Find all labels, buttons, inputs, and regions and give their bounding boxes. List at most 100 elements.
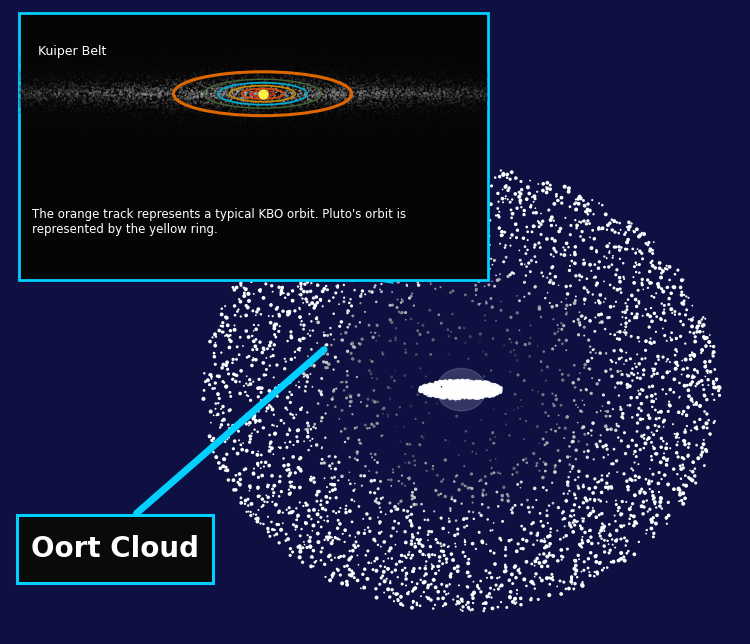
Point xyxy=(186,57,198,67)
Point xyxy=(446,109,458,119)
Point xyxy=(131,141,143,151)
Point xyxy=(141,91,153,102)
Point xyxy=(373,86,385,97)
Point xyxy=(628,449,640,459)
Point xyxy=(196,87,208,97)
Point xyxy=(24,88,36,99)
Point xyxy=(161,99,173,109)
Point xyxy=(389,335,401,345)
Point xyxy=(351,122,363,133)
Point xyxy=(187,84,199,95)
Point xyxy=(113,95,125,106)
Point xyxy=(91,107,103,117)
Point xyxy=(19,70,31,80)
Point xyxy=(404,274,416,285)
Point xyxy=(211,57,223,68)
Point xyxy=(312,399,324,409)
Point xyxy=(265,99,277,109)
Point xyxy=(172,68,184,79)
Point xyxy=(306,38,318,48)
Point xyxy=(328,97,340,108)
Point xyxy=(232,24,244,35)
Point xyxy=(465,96,477,106)
Point xyxy=(176,66,188,77)
Point xyxy=(178,142,190,153)
Point xyxy=(368,106,380,117)
Point xyxy=(50,118,62,128)
Point xyxy=(644,278,656,288)
Point xyxy=(452,96,464,106)
Point xyxy=(619,428,631,438)
Point xyxy=(402,473,414,484)
Point xyxy=(442,588,454,598)
Point xyxy=(698,460,710,471)
Point xyxy=(115,124,127,135)
Point xyxy=(253,95,265,105)
Point xyxy=(27,103,39,113)
Point xyxy=(219,84,231,95)
Point xyxy=(353,80,365,91)
Point xyxy=(187,74,199,84)
Point xyxy=(149,104,161,114)
Point xyxy=(188,88,200,99)
Point xyxy=(320,90,332,100)
Point xyxy=(376,49,388,59)
Point xyxy=(398,99,410,109)
Point xyxy=(288,95,300,105)
Point xyxy=(632,244,644,254)
Point xyxy=(246,80,258,90)
Point xyxy=(280,77,292,87)
Point xyxy=(494,383,506,393)
Point xyxy=(477,91,489,102)
Point xyxy=(476,78,488,88)
Point xyxy=(73,103,85,113)
Point xyxy=(239,498,251,509)
Point xyxy=(206,118,218,129)
Point xyxy=(270,500,282,510)
Point xyxy=(82,71,94,81)
Point xyxy=(461,79,473,89)
Point xyxy=(64,93,76,104)
Point xyxy=(296,43,307,53)
Point xyxy=(39,83,51,93)
Point xyxy=(356,86,368,96)
Point xyxy=(286,332,298,343)
Point xyxy=(60,92,72,102)
Point xyxy=(20,60,32,70)
Point xyxy=(13,82,25,93)
Point xyxy=(17,85,29,95)
Point xyxy=(391,59,403,70)
Point xyxy=(254,285,266,295)
Point xyxy=(472,102,484,113)
Point xyxy=(660,459,672,469)
Point xyxy=(476,89,488,99)
Point xyxy=(478,378,490,388)
Point xyxy=(219,108,231,118)
Point xyxy=(343,81,355,91)
Point xyxy=(42,62,54,72)
Point xyxy=(566,256,578,266)
Point xyxy=(57,61,69,71)
Point xyxy=(217,94,229,104)
Point xyxy=(341,104,353,115)
Point xyxy=(49,52,61,62)
Point xyxy=(350,245,361,255)
Point xyxy=(130,82,142,93)
Point xyxy=(358,131,370,142)
Point xyxy=(120,91,132,102)
Point xyxy=(265,89,277,99)
Point xyxy=(154,97,166,107)
Point xyxy=(357,90,369,100)
Point xyxy=(471,103,483,113)
Point xyxy=(626,475,638,486)
Point xyxy=(358,91,370,101)
Point xyxy=(448,388,460,399)
Point xyxy=(182,79,194,89)
Point xyxy=(312,517,324,527)
Point xyxy=(76,66,88,77)
Point xyxy=(28,105,40,115)
Point xyxy=(327,122,339,132)
Point xyxy=(478,97,490,108)
Point xyxy=(374,72,386,82)
Point xyxy=(454,242,466,252)
